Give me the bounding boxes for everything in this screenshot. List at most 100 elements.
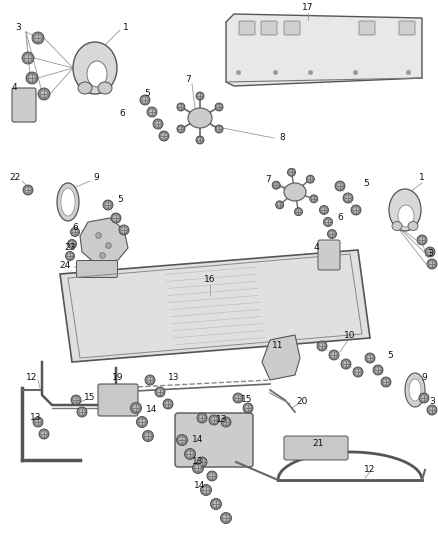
Circle shape [165, 401, 171, 407]
Ellipse shape [398, 205, 414, 227]
Circle shape [310, 195, 318, 203]
Text: 4: 4 [313, 244, 319, 253]
Circle shape [343, 193, 353, 203]
Circle shape [66, 252, 74, 261]
Text: 13: 13 [192, 457, 204, 466]
Circle shape [184, 448, 195, 459]
Text: 1: 1 [123, 23, 129, 33]
Circle shape [308, 177, 313, 181]
Ellipse shape [409, 379, 421, 401]
Circle shape [294, 208, 303, 216]
Text: 24: 24 [60, 261, 71, 270]
Circle shape [177, 125, 185, 133]
Circle shape [142, 431, 153, 441]
Circle shape [177, 103, 185, 111]
Circle shape [353, 207, 359, 213]
Circle shape [221, 417, 231, 427]
FancyBboxPatch shape [284, 436, 348, 460]
Text: 15: 15 [241, 395, 253, 405]
Circle shape [223, 419, 229, 425]
Circle shape [145, 375, 155, 385]
Text: 7: 7 [185, 76, 191, 85]
Text: 9: 9 [93, 174, 99, 182]
Circle shape [187, 451, 193, 457]
Circle shape [328, 230, 336, 238]
Text: 22: 22 [9, 174, 21, 182]
Circle shape [317, 341, 327, 351]
Circle shape [145, 433, 151, 439]
Circle shape [113, 215, 119, 221]
Circle shape [105, 202, 111, 208]
Text: 17: 17 [302, 4, 314, 12]
Circle shape [198, 138, 202, 142]
Circle shape [79, 409, 85, 415]
Text: 7: 7 [265, 175, 271, 184]
Text: 10: 10 [344, 332, 356, 341]
Circle shape [243, 403, 253, 413]
Ellipse shape [408, 222, 418, 230]
Circle shape [196, 136, 204, 144]
Circle shape [287, 168, 296, 176]
Circle shape [139, 419, 145, 425]
Circle shape [142, 97, 148, 103]
Circle shape [33, 417, 43, 427]
Text: 19: 19 [112, 374, 124, 383]
Circle shape [290, 170, 294, 174]
FancyBboxPatch shape [239, 21, 255, 35]
Circle shape [35, 35, 41, 41]
Circle shape [335, 181, 345, 191]
Circle shape [41, 91, 47, 98]
Circle shape [26, 72, 38, 84]
Circle shape [155, 387, 165, 397]
Circle shape [197, 413, 207, 423]
Circle shape [163, 399, 173, 409]
Circle shape [367, 356, 373, 361]
Circle shape [324, 217, 332, 227]
Text: 20: 20 [297, 398, 307, 407]
Circle shape [220, 513, 232, 523]
Circle shape [121, 227, 127, 233]
Ellipse shape [73, 42, 117, 94]
Circle shape [276, 201, 284, 209]
Circle shape [207, 471, 217, 481]
Circle shape [217, 105, 221, 109]
Circle shape [137, 416, 148, 427]
Circle shape [155, 121, 161, 127]
Circle shape [199, 459, 205, 465]
Circle shape [23, 185, 33, 195]
Text: 8: 8 [279, 133, 285, 142]
Circle shape [331, 352, 337, 358]
Circle shape [353, 367, 363, 377]
Circle shape [77, 407, 87, 417]
Circle shape [177, 434, 187, 446]
Text: 3: 3 [429, 398, 435, 407]
Text: 3: 3 [427, 248, 433, 257]
Circle shape [131, 402, 141, 414]
FancyBboxPatch shape [318, 240, 340, 270]
Circle shape [35, 419, 41, 425]
Circle shape [198, 94, 202, 98]
Circle shape [421, 395, 427, 401]
Circle shape [203, 487, 209, 493]
FancyBboxPatch shape [175, 413, 253, 467]
Circle shape [296, 209, 300, 214]
Circle shape [157, 389, 163, 395]
Circle shape [73, 397, 79, 403]
Circle shape [41, 431, 47, 437]
Circle shape [147, 107, 157, 117]
Circle shape [329, 231, 335, 237]
Text: 9: 9 [421, 374, 427, 383]
Circle shape [140, 95, 150, 105]
Ellipse shape [87, 61, 107, 87]
Text: 4: 4 [11, 84, 17, 93]
Circle shape [195, 465, 201, 471]
FancyBboxPatch shape [77, 261, 117, 278]
Circle shape [201, 484, 212, 496]
Polygon shape [80, 218, 128, 264]
Circle shape [111, 213, 121, 223]
Circle shape [119, 225, 129, 235]
Ellipse shape [405, 373, 425, 407]
Text: 13: 13 [30, 414, 42, 423]
Circle shape [196, 92, 204, 100]
Circle shape [321, 207, 326, 213]
